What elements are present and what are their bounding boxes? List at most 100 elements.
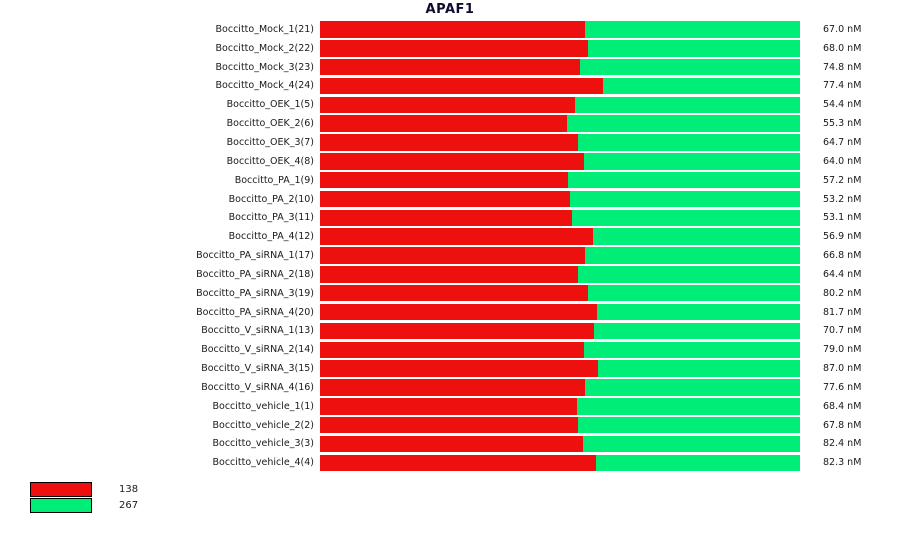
bar-segment-267: [596, 454, 800, 472]
bar-segment-267: [598, 360, 800, 377]
row-value: 56.9 nM: [823, 231, 862, 243]
stacked-bar: [320, 266, 800, 283]
row-value: 54.4 nM: [823, 99, 862, 111]
bar-row: Boccitto_V_siRNA_2(14) 79.0 nM: [0, 340, 900, 359]
stacked-bar: [320, 379, 800, 396]
bar-row: Boccitto_vehicle_3(3) 82.4 nM: [0, 435, 900, 454]
legend-item-138: 138: [30, 481, 138, 497]
stacked-bar: [320, 341, 800, 359]
bar-segment-138: [320, 360, 599, 377]
row-value: 67.8 nM: [823, 419, 862, 431]
stacked-bar: [320, 209, 800, 227]
row-label: Boccitto_V_siRNA_3(15): [201, 363, 314, 375]
stacked-bar: [320, 416, 800, 434]
row-value: 80.2 nM: [823, 287, 862, 299]
row-value: 64.7 nM: [823, 136, 862, 148]
row-label: Boccitto_vehicle_2(2): [212, 419, 314, 431]
bar-segment-138: [320, 134, 578, 151]
bar-segment-267: [577, 416, 800, 434]
bar-segment-138: [320, 454, 597, 472]
bar-segment-138: [320, 40, 588, 57]
bar-segment-267: [577, 266, 800, 283]
row-value: 53.1 nM: [823, 212, 862, 224]
bar-segment-267: [597, 303, 800, 321]
bar-segment-138: [320, 284, 588, 302]
row-label: Boccitto_PA_siRNA_2(18): [196, 268, 314, 280]
bar-segment-267: [603, 77, 800, 95]
bar-segment-138: [320, 379, 585, 396]
bar-row: Boccitto_OEK_3(7) 64.7 nM: [0, 133, 900, 152]
bar-row: Boccitto_Mock_2(22) 68.0 nM: [0, 39, 900, 58]
row-value: 53.2 nM: [823, 193, 862, 205]
bar-row: Boccitto_vehicle_2(2) 67.8 nM: [0, 416, 900, 435]
row-label: Boccitto_Mock_4(24): [215, 80, 314, 92]
row-label: Boccitto_PA_3(11): [228, 212, 314, 224]
chart-title: APAF1: [425, 2, 475, 17]
bar-row: Boccitto_vehicle_4(4) 82.3 nM: [0, 453, 900, 472]
row-value: 82.4 nM: [823, 438, 862, 450]
stacked-bar: [320, 134, 800, 151]
row-label: Boccitto_vehicle_4(4): [212, 457, 314, 469]
bar-rows: Boccitto_Mock_1(21) 67.0 nM Boccitto_Mock_…: [0, 20, 900, 472]
bar-segment-267: [584, 153, 800, 170]
stacked-bar: [320, 190, 800, 208]
stacked-bar: [320, 153, 800, 170]
stacked-bar: [320, 435, 800, 453]
bar-row: Boccitto_OEK_2(6) 55.3 nM: [0, 114, 900, 133]
stacked-bar: [320, 303, 800, 321]
row-value: 64.4 nM: [823, 268, 862, 280]
row-label: Boccitto_Mock_1(21): [215, 23, 314, 35]
bar-segment-138: [320, 228, 594, 245]
bar-segment-267: [569, 190, 800, 208]
bar-row: Boccitto_PA_3(11) 53.1 nM: [0, 208, 900, 227]
bar-segment-267: [566, 115, 800, 132]
bar-segment-138: [320, 153, 585, 170]
bar-row: Boccitto_V_siRNA_4(16) 77.6 nM: [0, 378, 900, 397]
stacked-bar: [320, 284, 800, 302]
legend-swatch-green-icon: [30, 497, 92, 513]
row-value: 77.4 nM: [823, 80, 862, 92]
legend-label-138: 138: [119, 483, 139, 495]
bar-row: Boccitto_PA_siRNA_1(17) 66.8 nM: [0, 246, 900, 265]
row-label: Boccitto_PA_siRNA_1(17): [196, 250, 314, 262]
bar-row: Boccitto_vehicle_1(1) 68.4 nM: [0, 397, 900, 416]
bar-row: Boccitto_V_siRNA_3(15) 87.0 nM: [0, 359, 900, 378]
row-label: Boccitto_Mock_3(23): [215, 61, 314, 73]
bar-row: Boccitto_PA_siRNA_2(18) 64.4 nM: [0, 265, 900, 284]
bar-segment-267: [567, 171, 800, 189]
bar-segment-138: [320, 303, 598, 321]
row-label: Boccitto_V_siRNA_4(16): [201, 381, 314, 393]
row-label: Boccitto_PA_2(10): [228, 193, 314, 205]
bar-segment-267: [574, 96, 800, 114]
row-value: 55.3 nM: [823, 118, 862, 130]
legend-label-267: 267: [119, 499, 139, 511]
bar-row: Boccitto_OEK_1(5) 54.4 nM: [0, 95, 900, 114]
bar-row: Boccitto_Mock_1(21) 67.0 nM: [0, 20, 900, 39]
stacked-bar: [320, 115, 800, 132]
bar-segment-267: [583, 435, 800, 453]
bar-row: Boccitto_OEK_4(8) 64.0 nM: [0, 152, 900, 171]
bar-segment-138: [320, 435, 584, 453]
bar-row: Boccitto_PA_1(9) 57.2 nM: [0, 171, 900, 190]
row-label: Boccitto_vehicle_1(1): [212, 400, 314, 412]
stacked-bar: [320, 228, 800, 245]
bar-segment-267: [584, 247, 800, 264]
row-value: 68.4 nM: [823, 400, 862, 412]
row-value: 82.3 nM: [823, 457, 862, 469]
row-value: 66.8 nM: [823, 250, 862, 262]
bar-segment-267: [572, 209, 800, 227]
bar-segment-267: [584, 341, 800, 359]
stacked-bar: [320, 77, 800, 95]
bar-segment-138: [320, 171, 568, 189]
row-label: Boccitto_Mock_2(22): [215, 42, 314, 54]
bar-segment-138: [320, 247, 585, 264]
stacked-bar: [320, 40, 800, 57]
row-label: Boccitto_PA_4(12): [228, 231, 314, 243]
row-label: Boccitto_PA_siRNA_4(20): [196, 306, 314, 318]
row-label: Boccitto_V_siRNA_2(14): [201, 344, 314, 356]
row-label: Boccitto_PA_siRNA_3(19): [196, 287, 314, 299]
bar-segment-138: [320, 115, 567, 132]
bar-segment-138: [320, 416, 578, 434]
row-value: 70.7 nM: [823, 325, 862, 337]
